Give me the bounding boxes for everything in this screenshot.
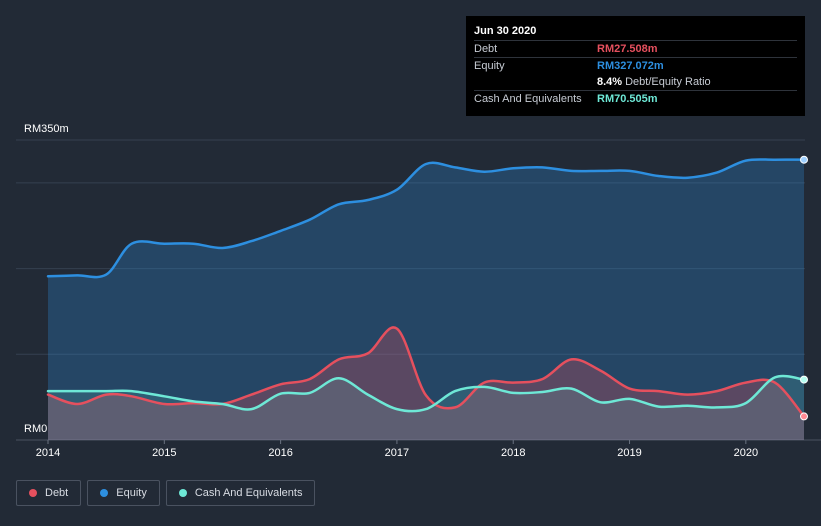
x-tick-label: 2014 — [36, 447, 60, 459]
tooltip-ratio-row: 8.4% Debt/Equity Ratio — [474, 74, 797, 90]
tooltip-ratio-label: Debt/Equity Ratio — [625, 76, 711, 88]
legend-equity-label: Equity — [116, 487, 147, 499]
tooltip-date: Jun 30 2020 — [474, 25, 537, 37]
x-tick-label: 2020 — [734, 447, 758, 459]
debt-line — [46, 326, 806, 418]
tooltip-cash-value: RM70.505m — [597, 93, 658, 105]
data-tooltip: Jun 30 2020 Debt RM27.508m Equity RM327.… — [466, 16, 805, 116]
equity-area — [48, 159, 804, 441]
legend-item-debt[interactable]: Debt — [16, 480, 82, 506]
chart-legend: Debt Equity Cash And Equivalents — [16, 480, 316, 506]
x-axis-ticks: 2014 2015 2016 2017 2018 2019 2020 — [36, 440, 758, 459]
cash-line — [46, 374, 806, 413]
x-tick-label: 2016 — [268, 447, 292, 459]
tooltip-debt-row: Debt RM27.508m — [474, 40, 797, 57]
legend-debt-label: Debt — [45, 487, 69, 499]
tooltip-debt-value: RM27.508m — [597, 43, 658, 55]
legend-item-cash[interactable]: Cash And Equivalents — [165, 480, 316, 506]
tooltip-equity-label: Equity — [474, 60, 505, 72]
debt-dot-icon — [29, 489, 37, 497]
series-areas — [48, 159, 804, 441]
x-tick-label: 2017 — [385, 447, 409, 459]
equity-dot-icon — [100, 489, 109, 497]
equity-line — [46, 158, 806, 279]
tooltip-ratio-value: 8.4% — [597, 76, 623, 88]
x-tick-label: 2018 — [501, 447, 525, 459]
debt-area — [48, 327, 804, 440]
y-axis-top-label: RM350m — [24, 123, 69, 135]
debt-endpoint — [800, 412, 808, 421]
equity-endpoint — [800, 155, 808, 164]
tooltip-equity-row: Equity RM327.072m — [474, 57, 797, 74]
legend-item-equity[interactable]: Equity — [87, 480, 160, 506]
tooltip-cash-label: Cash And Equivalents — [474, 93, 582, 105]
legend-cash-label: Cash And Equivalents — [194, 487, 303, 499]
cash-dot-icon — [178, 489, 187, 497]
tooltip-cash-row: Cash And Equivalents RM70.505m — [474, 90, 797, 107]
y-axis-bottom-label: RM0 — [24, 423, 47, 435]
gridlines — [16, 139, 821, 441]
cash-area — [48, 376, 804, 440]
series-endpoints — [800, 155, 808, 421]
cash-endpoint — [800, 375, 808, 384]
x-tick-label: 2015 — [152, 447, 176, 459]
tooltip-debt-label: Debt — [474, 43, 498, 55]
x-tick-label: 2019 — [617, 447, 641, 459]
tooltip-equity-value: RM327.072m — [597, 60, 664, 72]
series-lines — [46, 158, 806, 418]
